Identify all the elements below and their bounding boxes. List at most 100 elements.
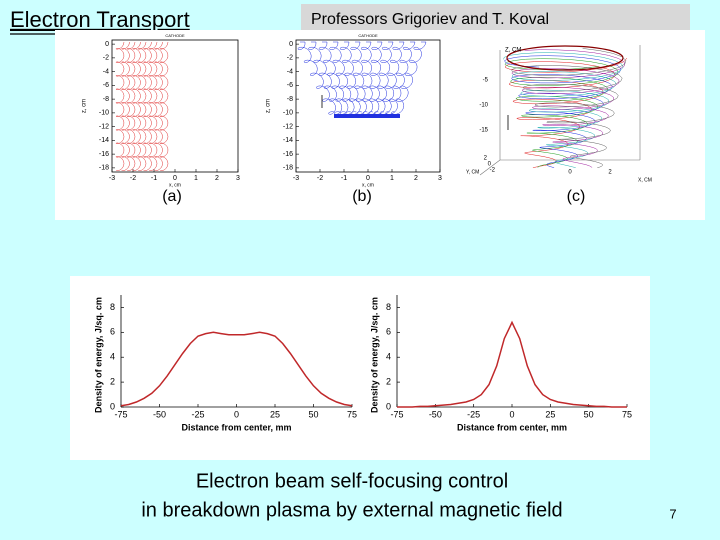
x-tick-label: -50	[153, 409, 166, 419]
x-axis-label: Distance from center, mm	[181, 422, 291, 432]
y-tick-label: 0	[289, 41, 293, 48]
y-tick-label: -14	[283, 137, 293, 144]
x-tick-label: 2	[608, 170, 612, 176]
x-tick-label: 2	[414, 175, 418, 182]
x-tick-label: 25	[545, 409, 555, 419]
z-tick-label: -15	[479, 128, 488, 134]
y-axis-label: Density of energy, J/sq. cm	[93, 297, 103, 413]
x-axis-label: Distance from center, mm	[457, 422, 567, 432]
cathode-rim	[506, 45, 624, 71]
y-tick-label: -2	[490, 168, 496, 174]
y-tick-label: -6	[103, 82, 109, 89]
x-tick-label: -75	[114, 409, 127, 419]
panel-title: CATHODE	[165, 33, 185, 38]
beam-band	[334, 114, 400, 118]
trajectories	[511, 48, 627, 168]
y-tick-label: 2	[110, 376, 115, 386]
x-tick-label: 3	[236, 175, 240, 182]
x-tick-label: -3	[109, 175, 115, 182]
x-tick-label: 25	[270, 409, 280, 419]
y-tick-label: 2	[484, 156, 488, 162]
data-line	[397, 320, 627, 408]
y-tick-label: -14	[99, 137, 109, 144]
caption-line: Electron beam self-focusing control	[196, 470, 508, 492]
x-tick-label: -1	[151, 175, 157, 182]
x-tick-label: 0	[568, 170, 572, 176]
x-tick-label: -3	[293, 175, 299, 182]
x-tick-label: -25	[467, 409, 480, 419]
y-tick-label: -8	[287, 96, 293, 103]
page-number: 7	[669, 506, 676, 521]
x-tick-label: 0	[173, 175, 177, 182]
y-tick-label: 2	[386, 376, 391, 386]
slide-title: Electron Transport	[10, 7, 190, 32]
x-tick-label: -75	[390, 409, 403, 419]
y-tick-label: -12	[99, 123, 109, 130]
x-tick-label: 1	[194, 175, 198, 182]
z-axis-label: Z, CM	[505, 48, 521, 54]
x-tick-label: 75	[622, 409, 632, 419]
y-tick-label: -16	[99, 151, 109, 158]
x-tick-label: 1	[390, 175, 394, 182]
panel-label: (a)	[162, 188, 182, 205]
y-tick-label: -10	[99, 110, 109, 117]
y-tick-label: -4	[103, 68, 109, 75]
authors: Professors Grigoriev and T. Koval	[311, 11, 549, 28]
y-tick-label: -8	[103, 96, 109, 103]
y-tick-label: 4	[110, 352, 115, 362]
trajectories	[115, 41, 169, 172]
y-tick-label: 6	[110, 327, 115, 337]
x-tick-label: 75	[347, 409, 357, 419]
y-tick-label: -18	[283, 165, 293, 172]
x-axis-label: X, CM	[638, 177, 652, 183]
top-figure	[55, 30, 705, 220]
y-tick-label: 8	[110, 302, 115, 312]
caption-line: in breakdown plasma by external magnetic…	[141, 499, 562, 521]
x-tick-label: 0	[366, 175, 370, 182]
y-axis-label: z, cm	[82, 99, 88, 113]
y-tick-label: -4	[287, 68, 293, 75]
trajectories	[297, 41, 427, 115]
y-tick-label: -2	[103, 55, 109, 62]
trajectories	[511, 49, 625, 168]
y-tick-label: -6	[287, 82, 293, 89]
x-axis-label: x, cm	[169, 182, 181, 188]
x-tick-label: 50	[584, 409, 594, 419]
panel-label: (c)	[567, 188, 586, 205]
x-tick-label: 3	[438, 175, 442, 182]
bottom-figure	[70, 276, 650, 460]
x-tick-label: 0	[234, 409, 239, 419]
x-tick-label: -50	[429, 409, 442, 419]
z-tick-label: -5	[483, 78, 489, 84]
x-tick-label: -2	[317, 175, 323, 182]
x-tick-label: 0	[509, 409, 514, 419]
y-axis-label: z, cm	[266, 99, 272, 113]
trajectories	[504, 55, 622, 168]
x-tick-label: -25	[191, 409, 204, 419]
box-axes	[479, 45, 641, 176]
y-tick-label: -2	[287, 55, 293, 62]
y-axis-label: Y, CM	[466, 169, 479, 175]
x-tick-label: 2	[215, 175, 219, 182]
y-tick-label: 4	[386, 352, 391, 362]
x-tick-label: 50	[308, 409, 318, 419]
y-tick-label: 0	[386, 401, 391, 411]
data-line	[120, 331, 353, 407]
y-tick-label: 6	[386, 327, 391, 337]
y-tick-label: -16	[283, 151, 293, 158]
y-tick-label: -12	[283, 123, 293, 130]
x-tick-label: -1	[341, 175, 347, 182]
z-tick-label: -10	[479, 103, 488, 109]
y-tick-label: 0	[488, 162, 492, 168]
y-tick-label: 0	[105, 41, 109, 48]
y-tick-label: 0	[110, 401, 115, 411]
x-axis-label: x, cm	[362, 182, 374, 188]
panel-title: CATHODE	[358, 33, 378, 38]
y-tick-label: -10	[283, 110, 293, 117]
y-tick-label: -18	[99, 165, 109, 172]
y-axis-label: Density of energy, J/sq. cm	[369, 297, 379, 413]
trajectories	[504, 58, 619, 168]
y-tick-label: 8	[386, 302, 391, 312]
x-tick-label: -2	[130, 175, 136, 182]
